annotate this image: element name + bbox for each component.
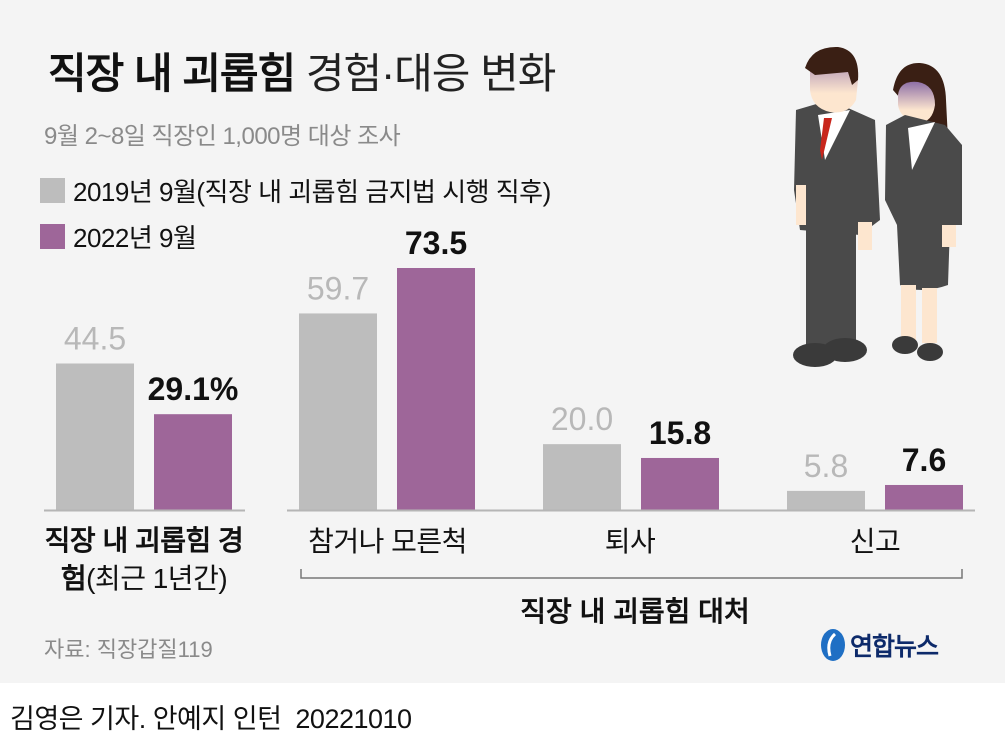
value-label-2019-3: 5.8 [804,448,848,484]
title-light: 경험·대응 변화 [305,50,556,97]
category-label-quit: 퇴사 [604,526,656,557]
yonhap-logo-text: 연합뉴스 [850,633,939,661]
value-label-2019-1: 59.7 [307,270,369,306]
value-label-2022-1: 73.5 [405,225,467,261]
group-label-response: 직장 내 괴롭힘 대처 [520,596,750,627]
yonhap-logo-icon [821,629,845,661]
value-label-2019-0: 44.5 [64,320,126,356]
title-bold: 직장 내 괴롭힘 [48,50,296,97]
value-label-2022-3: 7.6 [902,442,946,478]
category-label-ignore: 참거나 모른척 [308,526,467,557]
legend-label-2022: 2022년 9월 [73,223,197,253]
legend-label-2019: 2019년 9월(직장 내 괴롭힘 금지법 시행 직후) [73,177,551,207]
bar-2022-3 [885,484,963,510]
office-workers-illustration [793,46,962,367]
byline-author: 김영은 기자. 안예지 인턴 [10,704,282,734]
bar-2022-0 [154,414,232,510]
category-label-experience-main: 직장 내 괴롭힘 경험 [44,525,244,594]
subtitle: 9월 2~8일 직장인 1,000명 대상 조사 [44,123,401,150]
value-label-2019-2: 20.0 [551,401,613,437]
bar-2019-0 [56,363,134,510]
byline: 김영은 기자. 안예지 인턴 20221010 [10,697,412,736]
bar-chart: 44.5 59.7 20.0 5.8 29.1% 73.5 15.8 7.6 [44,46,975,579]
legend-swatch-2019 [40,178,65,203]
bars-layer: 44.5 59.7 20.0 5.8 29.1% 73.5 15.8 7.6 [56,225,963,510]
value-label-2022-2: 15.8 [649,415,711,451]
legend-item-2019: 2019년 9월(직장 내 괴롭힘 금지법 시행 직후) [40,172,551,209]
yonhap-logo: 연합뉴스 [818,627,939,663]
byline-date: 20221010 [295,704,412,734]
category-label-experience: 직장 내 괴롭힘 경험(최근 1년간) [44,522,244,598]
bar-2019-2 [543,444,621,510]
bar-2022-2 [641,457,719,510]
source: 자료: 직장갑질119 [44,637,213,662]
group-bracket [300,569,963,579]
category-label-report: 신고 [849,526,901,557]
legend-swatch-2022 [40,224,65,249]
legend-item-2022: 2022년 9월 [40,218,197,255]
page-title: 직장 내 괴롭힘 경험·대응 변화 [48,40,556,101]
bar-2019-3 [787,490,865,510]
value-label-2022-0: 29.1% [148,371,239,407]
bar-2022-1 [397,268,475,510]
category-label-experience-period: (최근 1년간) [86,563,228,594]
infographic-panel: 직장 내 괴롭힘 경험·대응 변화 9월 2~8일 직장인 1,000명 대상 … [0,0,1005,683]
bar-2019-1 [299,313,377,510]
